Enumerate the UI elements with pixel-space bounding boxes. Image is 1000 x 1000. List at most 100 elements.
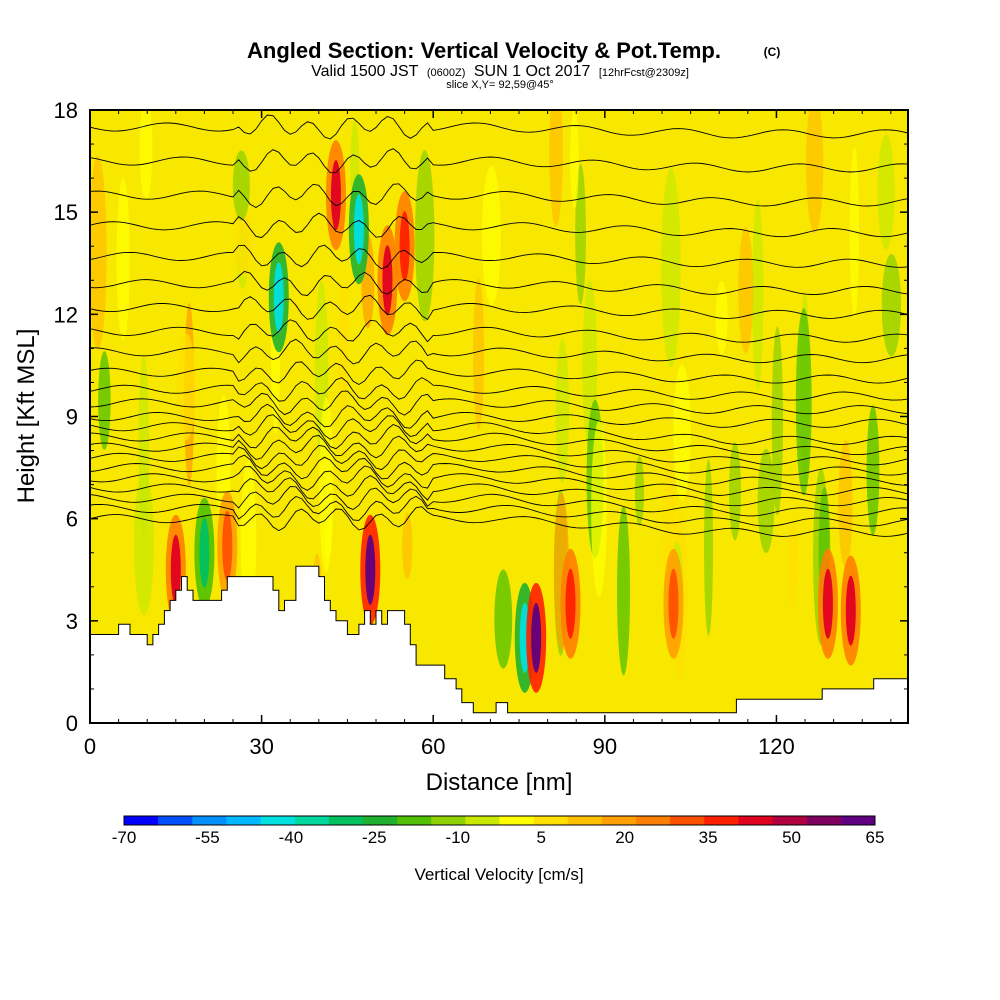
colorbar-segment bbox=[192, 816, 227, 825]
velocity-streak bbox=[877, 134, 895, 250]
velocity-cell-core bbox=[531, 602, 542, 673]
colorbar-segment bbox=[465, 816, 500, 825]
y-tick-label: 9 bbox=[66, 405, 78, 430]
velocity-cell-core bbox=[822, 568, 833, 639]
theta-contour bbox=[90, 403, 908, 429]
velocity-streak bbox=[555, 339, 570, 483]
velocity-streak bbox=[704, 459, 714, 636]
x-tick-label: 0 bbox=[84, 734, 96, 759]
velocity-streak bbox=[771, 326, 784, 516]
velocity-streak bbox=[634, 455, 645, 526]
velocity-streak bbox=[729, 442, 741, 541]
theta-contour bbox=[90, 444, 908, 476]
x-tick-label: 90 bbox=[593, 734, 617, 759]
colorbar-segment bbox=[431, 816, 466, 825]
subtitle-fcst: [12hrFcst@2309z] bbox=[599, 67, 689, 79]
y-axis: 0 3 6 9 12 15 18 bbox=[54, 98, 908, 736]
theta-contour bbox=[90, 434, 908, 466]
velocity-streak bbox=[98, 351, 111, 450]
y-tick-label: 12 bbox=[54, 302, 78, 327]
y-tick-label: 18 bbox=[54, 98, 78, 123]
colorbar-segment bbox=[533, 816, 569, 825]
vertical-velocity-field bbox=[90, 110, 902, 693]
colorbar-tick-label: 50 bbox=[782, 828, 801, 847]
y-tick-label: 3 bbox=[66, 609, 78, 634]
plot-area bbox=[90, 110, 908, 723]
colorbar bbox=[123, 815, 876, 826]
velocity-streak bbox=[90, 155, 107, 350]
velocity-cell-core bbox=[668, 568, 679, 639]
colorbar-ticks: -70 -55 -40 -25 -10 5 20 35 50 65 bbox=[112, 828, 885, 847]
colorbar-tick-label: 65 bbox=[866, 828, 885, 847]
velocity-streak bbox=[415, 150, 435, 322]
theta-contour bbox=[90, 414, 908, 445]
velocity-streak bbox=[757, 448, 775, 554]
theta-contour bbox=[90, 319, 908, 343]
velocity-streak bbox=[881, 253, 902, 357]
velocity-cell-core bbox=[222, 510, 233, 581]
velocity-streak bbox=[549, 110, 563, 227]
velocity-cell-core bbox=[330, 160, 341, 231]
theta-contour bbox=[90, 359, 908, 386]
colorbar-segment bbox=[636, 816, 671, 825]
theta-contour bbox=[90, 465, 908, 496]
colorbar-tick-label: -10 bbox=[445, 828, 470, 847]
velocity-streak bbox=[402, 512, 413, 580]
velocity-streak bbox=[673, 364, 691, 501]
velocity-streak bbox=[139, 110, 153, 201]
velocity-streak bbox=[806, 110, 824, 233]
velocity-streak bbox=[738, 226, 754, 354]
theta-contour bbox=[90, 114, 908, 140]
velocity-cell-core bbox=[199, 517, 210, 588]
theta-contour bbox=[90, 475, 908, 507]
colorbar-segment bbox=[362, 816, 398, 825]
velocity-streak bbox=[661, 167, 681, 367]
velocity-streak bbox=[473, 278, 485, 431]
colorbar-tick-label: -40 bbox=[279, 828, 304, 847]
velocity-cell-core bbox=[399, 211, 410, 282]
velocity-cell-core bbox=[273, 262, 284, 333]
colorbar-tick-label: -25 bbox=[362, 828, 387, 847]
velocity-streak bbox=[838, 440, 853, 568]
colorbar-tick-label: -55 bbox=[195, 828, 220, 847]
subtitle-valid: Valid 1500 JST bbox=[311, 63, 419, 80]
theta-contour bbox=[90, 270, 908, 296]
theta-contour bbox=[90, 390, 908, 416]
colorbar-segment bbox=[124, 816, 159, 825]
colorbar-segment bbox=[158, 816, 193, 825]
velocity-streak bbox=[617, 505, 631, 676]
y-tick-label: 6 bbox=[66, 507, 78, 532]
theta-contour bbox=[90, 294, 908, 321]
velocity-streak bbox=[134, 470, 154, 616]
colorbar-title: Vertical Velocity [cm/s] bbox=[414, 865, 583, 884]
y-tick-label: 0 bbox=[66, 711, 78, 736]
x-tick-label: 30 bbox=[249, 734, 273, 759]
colorbar-segment bbox=[328, 816, 364, 825]
colorbar-segment bbox=[260, 816, 296, 825]
x-tick-label: 120 bbox=[758, 734, 795, 759]
colorbar-tick-label: 35 bbox=[699, 828, 718, 847]
velocity-streak bbox=[116, 177, 130, 341]
velocity-streak bbox=[787, 525, 799, 608]
x-axis: 0 30 60 90 120 bbox=[84, 110, 892, 759]
colorbar-tick-label: -70 bbox=[112, 828, 137, 847]
velocity-streak bbox=[176, 333, 196, 441]
colorbar-tick-label: 5 bbox=[536, 828, 545, 847]
theta-contour bbox=[90, 338, 908, 365]
y-tick-label: 15 bbox=[54, 200, 78, 225]
velocity-cell-core bbox=[353, 194, 364, 265]
subtitle-utc: (0600Z) bbox=[427, 67, 466, 79]
slice-label: slice X,Y= 92,59@45° bbox=[446, 79, 554, 91]
x-tick-label: 60 bbox=[421, 734, 445, 759]
velocity-streak bbox=[795, 308, 812, 496]
colorbar-segment bbox=[806, 816, 842, 825]
colorbar-segment bbox=[670, 816, 705, 825]
colorbar-segment bbox=[704, 816, 739, 825]
colorbar-segment bbox=[738, 816, 774, 825]
velocity-streak bbox=[575, 163, 586, 305]
colorbar-segment bbox=[772, 816, 808, 825]
terrain-mask bbox=[90, 565, 908, 723]
colorbar-frame bbox=[123, 815, 876, 826]
theta-contour bbox=[90, 495, 908, 527]
